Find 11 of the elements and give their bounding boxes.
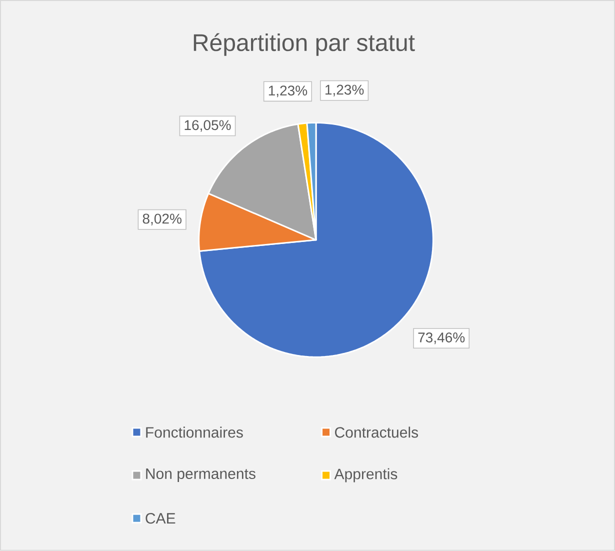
legend-label: Apprentis (334, 468, 398, 482)
data-label: 16,05% (184, 120, 231, 132)
data-label: 73,46% (418, 332, 465, 344)
legend-label: CAE (146, 513, 176, 524)
data-label: 1,23% (326, 84, 364, 96)
chart-title: Répartition par statut (194, 33, 415, 56)
data-label: 1,23% (268, 86, 308, 98)
legend-label: Fonctionnaires (146, 426, 243, 438)
legend-label: Non permanents (146, 468, 256, 482)
data-label: 8,02% (142, 214, 182, 226)
legend-label: Contractuels (335, 426, 418, 438)
